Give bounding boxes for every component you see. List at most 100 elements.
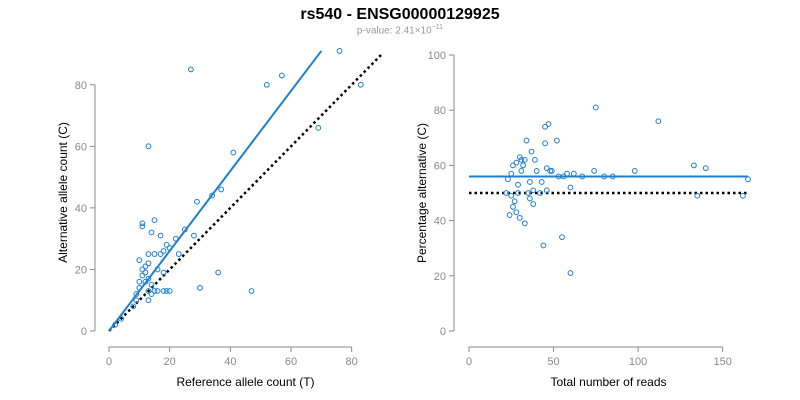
right-data-point [521, 156, 528, 163]
left-data-point [188, 66, 194, 73]
chart-title: rs540 - ENSG00000129925 [300, 6, 500, 23]
right-data-point [542, 140, 548, 147]
right-x-tick-label: 100 [629, 356, 647, 368]
left-data-point [160, 248, 167, 254]
left-data-point [160, 288, 167, 294]
left-x-tick-label: 40 [224, 356, 236, 368]
right-data-point [690, 162, 697, 169]
left-data-point [148, 291, 155, 297]
right-data-point [513, 209, 520, 216]
right-x-tick-label: 0 [466, 356, 472, 368]
right-data-point [526, 179, 533, 185]
left-data-point [263, 81, 270, 88]
left-data-point [175, 251, 182, 257]
right-data-point [554, 137, 560, 144]
right-data-point [694, 192, 701, 199]
right-data-point [530, 187, 537, 194]
right-y-axis-title: Percentage alternative (C) [415, 123, 429, 263]
left-x-tick-label: 20 [164, 356, 176, 368]
right-data-point [591, 168, 598, 174]
chart-subtitle: p-value: 2.41×10−11 [0, 24, 800, 36]
left-data-point [163, 288, 170, 294]
right-x-axis-title: Total number of reads [550, 375, 666, 389]
right-data-point [567, 184, 574, 191]
left-data-point [166, 288, 173, 294]
left-data-point [145, 297, 152, 304]
right-data-point [745, 176, 751, 183]
left-data-point [151, 288, 158, 294]
right-data-point [540, 242, 547, 249]
left-data-point [139, 266, 146, 273]
left-data-point [139, 272, 146, 279]
left-x-axis-title: Reference allele count (T) [176, 375, 314, 389]
left-data-point [142, 269, 149, 276]
right-data-point [702, 165, 709, 172]
right-x-tick-label: 150 [713, 356, 731, 368]
left-data-point [148, 229, 155, 236]
right-data-point [525, 190, 532, 196]
left-data-point [145, 251, 152, 257]
left-data-point [145, 143, 152, 150]
right-data-point [518, 156, 525, 163]
left-data-point [148, 281, 155, 288]
left-data-point [191, 232, 197, 239]
right-data-point [515, 181, 521, 188]
left-data-point [160, 269, 167, 276]
left-data-point [218, 186, 225, 193]
right-data-point [518, 168, 525, 174]
right-data-point [521, 220, 528, 227]
right-y-tick-label: 0 [440, 326, 446, 338]
right-data-point [631, 168, 638, 174]
left-data-point [194, 198, 200, 205]
left-data-point [215, 269, 222, 276]
right-data-point [528, 148, 535, 155]
right-data-point [506, 212, 513, 218]
right-data-point [543, 187, 550, 194]
left-y-tick-label: 60 [75, 141, 87, 153]
right-y-tick-label: 20 [434, 271, 446, 283]
right-data-point [547, 168, 554, 174]
left-reference-line [108, 53, 383, 332]
left-data-point [248, 288, 255, 294]
left-y-axis-title: Alternative allele count (C) [56, 122, 70, 263]
right-data-point [567, 270, 574, 276]
right-data-point [526, 195, 533, 202]
right-y-tick-label: 60 [434, 160, 446, 172]
left-data-point [157, 232, 164, 239]
right-data-point [543, 165, 550, 172]
right-data-point [533, 168, 540, 174]
right-data-point [510, 162, 516, 169]
left-data-point [151, 251, 158, 257]
right-data-point [508, 170, 515, 177]
left-data-point [145, 288, 152, 294]
p-value-exponent: −11 [431, 24, 444, 31]
left-y-tick-label: 40 [75, 203, 87, 215]
right-data-point [508, 192, 515, 199]
left-data-point [145, 275, 152, 282]
left-data-point [230, 149, 237, 156]
right-data-point [537, 190, 543, 196]
left-data-point [151, 217, 158, 224]
right-data-point [655, 118, 662, 125]
left-x-tick-label: 60 [285, 356, 297, 368]
right-data-point [538, 179, 545, 185]
left-data-point [157, 251, 164, 257]
right-y-tick-label: 40 [434, 216, 446, 228]
left-data-point [139, 220, 146, 227]
right-data-point [564, 170, 570, 177]
left-data-point [315, 124, 322, 131]
right-data-point [523, 137, 530, 144]
right-data-point [570, 170, 577, 177]
right-data-point [545, 121, 552, 127]
right-data-point [532, 156, 538, 163]
left-data-point [139, 223, 146, 230]
right-data-point [740, 192, 746, 199]
right-data-point [503, 190, 510, 196]
left-data-point [145, 260, 152, 267]
left-data-point [336, 48, 343, 54]
right-data-point [516, 214, 523, 221]
left-y-tick-label: 80 [75, 80, 87, 92]
left-data-point [133, 297, 140, 304]
right-y-tick-label: 100 [428, 50, 446, 62]
